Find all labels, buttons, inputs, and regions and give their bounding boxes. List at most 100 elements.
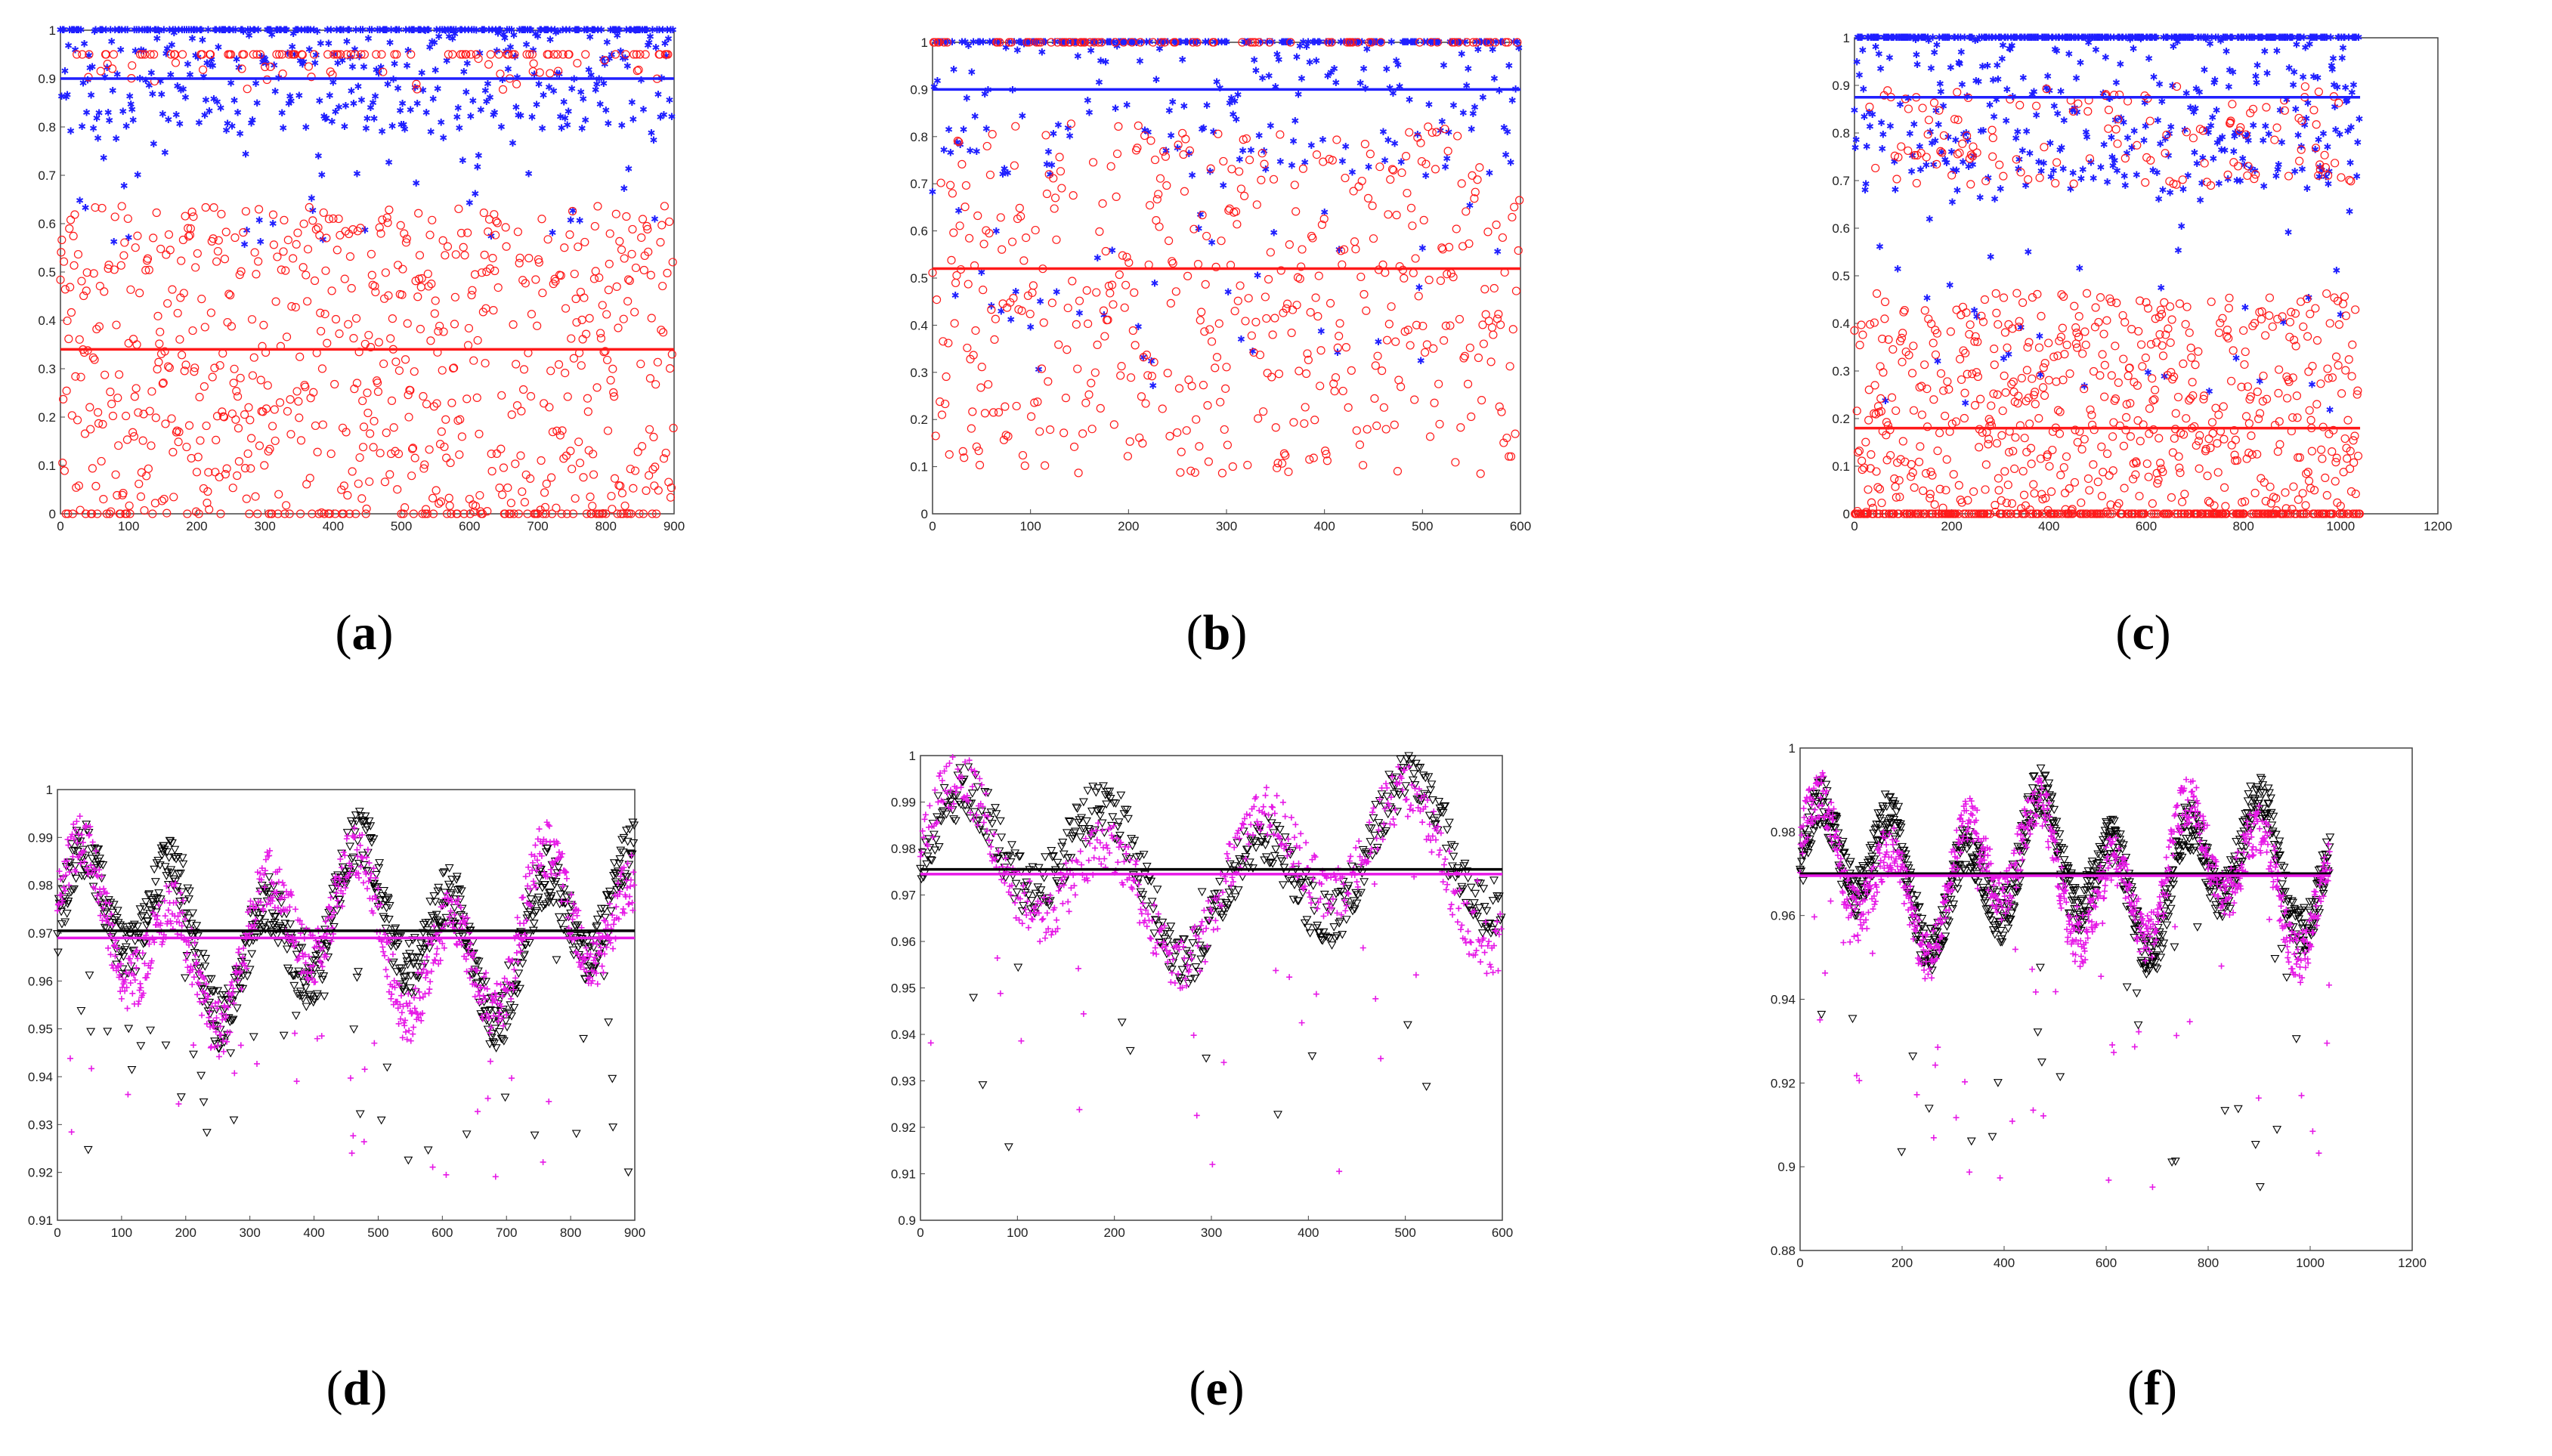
data-point-red xyxy=(57,248,66,257)
data-point-red xyxy=(122,411,131,421)
data-point-blue: ✱ xyxy=(2281,32,2289,44)
data-point-blue: ✱ xyxy=(2034,32,2042,44)
data-point-blue: ✱ xyxy=(1884,32,1892,44)
data-point-blue: ✱ xyxy=(581,115,589,126)
data-point-red xyxy=(1467,412,1476,422)
data-point-black xyxy=(156,895,165,904)
data-point-red xyxy=(1360,140,1369,149)
data-point-blue: ✱ xyxy=(2284,32,2292,44)
data-point-red xyxy=(1393,467,1403,476)
data-point-blue: ✱ xyxy=(2146,32,2155,44)
data-point-red xyxy=(607,491,616,501)
data-point-blue: ✱ xyxy=(2275,32,2284,44)
data-point-red xyxy=(200,382,209,391)
data-point-blue: ✱ xyxy=(967,67,976,79)
data-point-red xyxy=(987,305,996,314)
data-point-red xyxy=(1363,425,1372,434)
data-point-blue: ✱ xyxy=(2098,32,2106,44)
data-point-red xyxy=(661,448,670,458)
data-point-blue: ✱ xyxy=(175,119,184,131)
data-point-red xyxy=(156,244,165,254)
data-point-blue: ✱ xyxy=(312,51,320,62)
data-point-red xyxy=(589,470,599,479)
data-point-blue: ✱ xyxy=(1240,37,1248,48)
data-point-black xyxy=(488,1038,498,1046)
data-point-black xyxy=(226,1049,236,1058)
data-point-blue: ✱ xyxy=(2111,115,2120,126)
data-point-blue: ✱ xyxy=(2092,45,2100,56)
data-point-blue: ✱ xyxy=(2093,32,2102,44)
data-point-blue: ✱ xyxy=(272,25,280,36)
data-point-blue: ✱ xyxy=(1474,45,1482,56)
data-point-blue: ✱ xyxy=(1387,37,1396,48)
data-point-red xyxy=(1041,131,1050,140)
x-tick-label: 900 xyxy=(664,519,685,533)
data-point-red xyxy=(2053,406,2063,415)
data-point-blue: ✱ xyxy=(522,39,531,51)
data-point-red xyxy=(2246,392,2255,401)
data-point-blue: ✱ xyxy=(1434,37,1443,48)
data-point-red xyxy=(514,509,523,518)
data-point-blue: ✱ xyxy=(2321,32,2329,44)
data-point-blue: ✱ xyxy=(1002,43,1010,54)
data-point-red xyxy=(2009,377,2018,386)
data-point-blue: ✱ xyxy=(2326,405,2334,416)
data-point-red xyxy=(2332,453,2341,462)
data-point-blue: ✱ xyxy=(506,25,514,36)
data-point-red xyxy=(653,357,662,366)
data-point-blue: ✱ xyxy=(2074,32,2083,44)
data-point-blue: ✱ xyxy=(2165,128,2173,140)
y-tick-label: 0.9 xyxy=(38,72,56,86)
data-point-red xyxy=(1430,398,1439,407)
data-point-red xyxy=(321,266,330,275)
x-tick-label: 200 xyxy=(186,519,207,533)
data-point-blue: ✱ xyxy=(2342,97,2350,108)
data-point-red xyxy=(2253,387,2262,397)
data-point-red xyxy=(417,274,426,283)
data-point-blue: ✱ xyxy=(1178,54,1186,66)
data-point-blue: ✱ xyxy=(1490,74,1499,85)
data-point-red xyxy=(371,287,380,297)
data-point-blue: ✱ xyxy=(497,122,506,134)
data-point-blue: ✱ xyxy=(500,33,509,45)
data-point-blue: ✱ xyxy=(2125,32,2133,44)
data-point-blue: ✱ xyxy=(1276,157,1285,168)
data-point-red xyxy=(630,466,640,475)
data-point-red xyxy=(509,509,518,518)
data-point-black xyxy=(507,1012,516,1021)
data-point-black xyxy=(434,883,444,892)
data-point-red xyxy=(2036,454,2045,463)
data-point-blue: ✱ xyxy=(416,25,424,36)
data-point-blue: ✱ xyxy=(1278,37,1286,48)
data-point-blue: ✱ xyxy=(2269,32,2277,44)
data-point-blue: ✱ xyxy=(654,89,662,100)
data-point-red xyxy=(294,397,303,406)
data-point-red xyxy=(955,221,964,230)
data-point-blue: ✱ xyxy=(1978,32,1986,44)
data-point-blue: ✱ xyxy=(463,58,472,70)
data-point-red xyxy=(1975,443,1984,452)
data-point-red xyxy=(483,507,492,516)
data-point-blue: ✱ xyxy=(237,25,246,36)
data-point-red xyxy=(1397,382,1406,391)
data-point-blue: ✱ xyxy=(1944,132,1953,144)
data-point-blue: ✱ xyxy=(2005,350,2013,361)
data-point-red xyxy=(316,308,325,317)
data-point-blue: ✱ xyxy=(528,113,537,124)
data-point-black xyxy=(499,1037,509,1046)
data-point-blue: ✱ xyxy=(1461,37,1469,48)
data-point-red xyxy=(543,235,552,244)
x-tick-label: 100 xyxy=(1019,519,1041,533)
data-point-red xyxy=(1125,437,1134,446)
data-point-blue: ✱ xyxy=(1452,37,1461,48)
data-point-red xyxy=(2010,464,2019,474)
data-point-black xyxy=(188,909,198,918)
data-point-blue: ✱ xyxy=(637,75,645,86)
data-point-red xyxy=(1465,343,1474,352)
data-point-blue: ✱ xyxy=(1203,100,1211,112)
data-point-red xyxy=(549,280,558,289)
data-point-red xyxy=(60,285,70,294)
data-point-red xyxy=(1382,335,1392,345)
data-point-red xyxy=(2049,352,2059,361)
data-point-red xyxy=(2174,452,2183,461)
